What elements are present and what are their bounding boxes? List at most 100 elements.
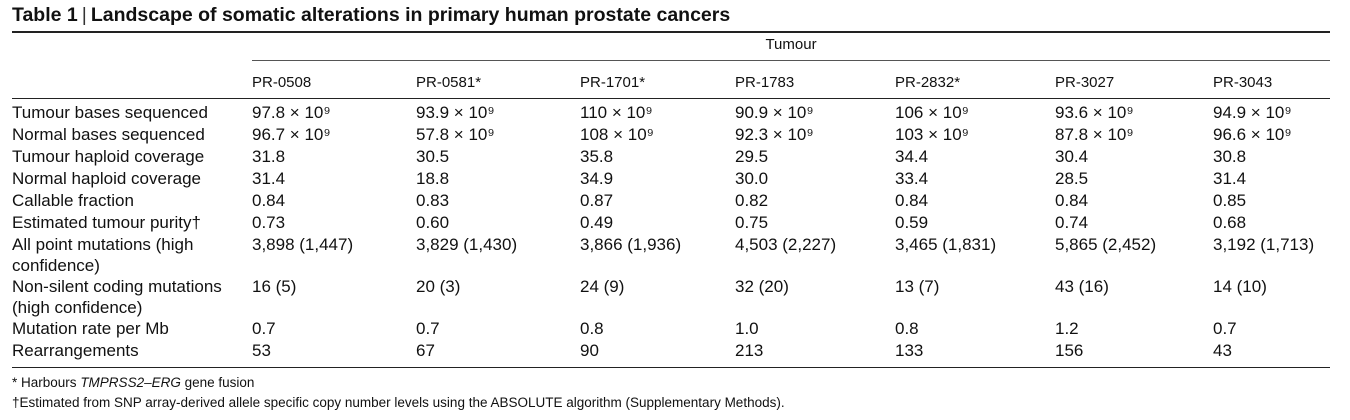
footnote-mark: * — [12, 375, 18, 390]
row-label-line: Non-silent coding mutations — [12, 277, 222, 296]
row-label: Tumour haploid coverage — [12, 146, 204, 167]
table-cell: 0.75 — [735, 213, 769, 232]
table-cell: 31.8 — [252, 147, 286, 166]
table-cell: 90.9 × 10⁹ — [735, 103, 814, 122]
table-cell: 93.6 × 10⁹ — [1055, 103, 1134, 122]
table-cell: 43 (16) — [1055, 277, 1109, 296]
table-cell: 106 × 10⁹ — [895, 103, 969, 122]
table-cell: 0.84 — [1055, 191, 1089, 210]
table-cell: 18.8 — [416, 169, 450, 188]
table-cell: 213 — [735, 341, 764, 360]
table-cell: 96.6 × 10⁹ — [1213, 125, 1292, 144]
table-cell: 1.0 — [735, 319, 759, 338]
table-cell: 57.8 × 10⁹ — [416, 125, 495, 144]
table-cell: 90 — [580, 341, 599, 360]
footnote-purity: †Estimated from SNP array-derived allele… — [12, 395, 785, 410]
row-label-line: Normal haploid coverage — [12, 169, 201, 188]
table-title: Table 1 | Landscape of somatic alterations… — [12, 4, 730, 27]
table-cell: 53 — [252, 341, 271, 360]
column-header: PR-3027 — [1055, 74, 1115, 91]
table-cell: 156 — [1055, 341, 1084, 360]
table-cell: 93.9 × 10⁹ — [416, 103, 495, 122]
table-cell: 133 — [895, 341, 924, 360]
table-cell: 108 × 10⁹ — [580, 125, 654, 144]
column-header: PR-1701* — [580, 74, 646, 91]
row-label-line: Normal bases sequenced — [12, 125, 205, 144]
table-cell: 0.82 — [735, 191, 769, 210]
table-cell: 97.8 × 10⁹ — [252, 103, 331, 122]
table-cell: 0.83 — [416, 191, 450, 210]
table-cell: 32 (20) — [735, 277, 789, 296]
table-cell: 4,503 (2,227) — [735, 235, 837, 254]
footnote-prefix: Harbours — [21, 375, 81, 390]
table-cell: 30.4 — [1055, 147, 1089, 166]
column-header: PR-0508 — [252, 74, 312, 91]
bottom-rule — [12, 367, 1330, 368]
table-cell: 0.68 — [1213, 213, 1247, 232]
table-cell: 43 — [1213, 341, 1232, 360]
row-label: Rearrangements — [12, 340, 139, 361]
table-cell: 5,865 (2,452) — [1055, 235, 1157, 254]
table-cell: 34.4 — [895, 147, 929, 166]
row-label-line: confidence) — [12, 256, 100, 275]
header-rule — [12, 98, 1330, 99]
table-cell: 0.7 — [1213, 319, 1237, 338]
table-cell: 30.0 — [735, 169, 769, 188]
table-cell: 96.7 × 10⁹ — [252, 125, 331, 144]
table-cell: 0.74 — [1055, 213, 1089, 232]
row-label: Estimated tumour purity† — [12, 212, 201, 233]
title-separator: | — [81, 4, 87, 26]
row-label: Callable fraction — [12, 190, 134, 211]
table-cell: 31.4 — [1213, 169, 1247, 188]
table-cell: 13 (7) — [895, 277, 940, 296]
table-cell: 16 (5) — [252, 277, 297, 296]
table-cell: 30.8 — [1213, 147, 1247, 166]
footnote-suffix: gene fusion — [180, 375, 255, 390]
table-cell: 3,465 (1,831) — [895, 235, 997, 254]
footnote-gene: TMPRSS2–ERG — [80, 375, 181, 390]
row-label-line: Tumour haploid coverage — [12, 147, 205, 166]
table-cell: 87.8 × 10⁹ — [1055, 125, 1134, 144]
table-cell: 30.5 — [416, 147, 450, 166]
table-cell: 28.5 — [1055, 169, 1089, 188]
table-cell: 0.7 — [252, 319, 276, 338]
table-cell: 14 (10) — [1213, 277, 1267, 296]
column-header: PR-0581* — [416, 74, 482, 91]
table-cell: 35.8 — [580, 147, 614, 166]
table-caption: Landscape of somatic alterations in prim… — [90, 4, 731, 26]
table-cell: 0.8 — [580, 319, 604, 338]
row-label-line: Tumour bases sequenced — [12, 103, 208, 122]
table-cell: 3,829 (1,430) — [416, 235, 518, 254]
column-header: PR-3043 — [1213, 74, 1273, 91]
table-cell: 0.73 — [252, 213, 286, 232]
tumour-span-rule — [252, 60, 1330, 61]
table-number: Table 1 — [12, 4, 78, 26]
table-cell: 94.9 × 10⁹ — [1213, 103, 1292, 122]
column-header: PR-1783 — [735, 74, 795, 91]
table-cell: 20 (3) — [416, 277, 461, 296]
table-cell: 33.4 — [895, 169, 929, 188]
table-cell: 31.4 — [252, 169, 286, 188]
row-label: Mutation rate per Mb — [12, 318, 169, 339]
table-cell: 0.60 — [416, 213, 450, 232]
table-cell: 34.9 — [580, 169, 614, 188]
table-cell: 103 × 10⁹ — [895, 125, 969, 144]
table-cell: 0.84 — [252, 191, 286, 210]
table-cell: 110 × 10⁹ — [580, 103, 653, 122]
table-cell: 0.59 — [895, 213, 929, 232]
row-label: Normal haploid coverage — [12, 168, 201, 189]
row-label-line: Rearrangements — [12, 341, 139, 360]
row-label-line: Estimated tumour purity† — [12, 213, 201, 232]
top-rule — [12, 31, 1330, 33]
table-cell: 3,192 (1,713) — [1213, 235, 1315, 254]
table-cell: 0.84 — [895, 191, 929, 210]
table-cell: 0.49 — [580, 213, 614, 232]
row-label-line: Mutation rate per Mb — [12, 319, 169, 338]
row-label-line: All point mutations (high — [12, 235, 194, 254]
table-cell: 3,866 (1,936) — [580, 235, 682, 254]
row-label: Tumour bases sequenced — [12, 102, 208, 123]
table-cell: 29.5 — [735, 147, 769, 166]
row-label: All point mutations (high confidence) — [12, 234, 193, 276]
row-label-line: Callable fraction — [12, 191, 134, 210]
table-cell: 0.8 — [895, 319, 919, 338]
